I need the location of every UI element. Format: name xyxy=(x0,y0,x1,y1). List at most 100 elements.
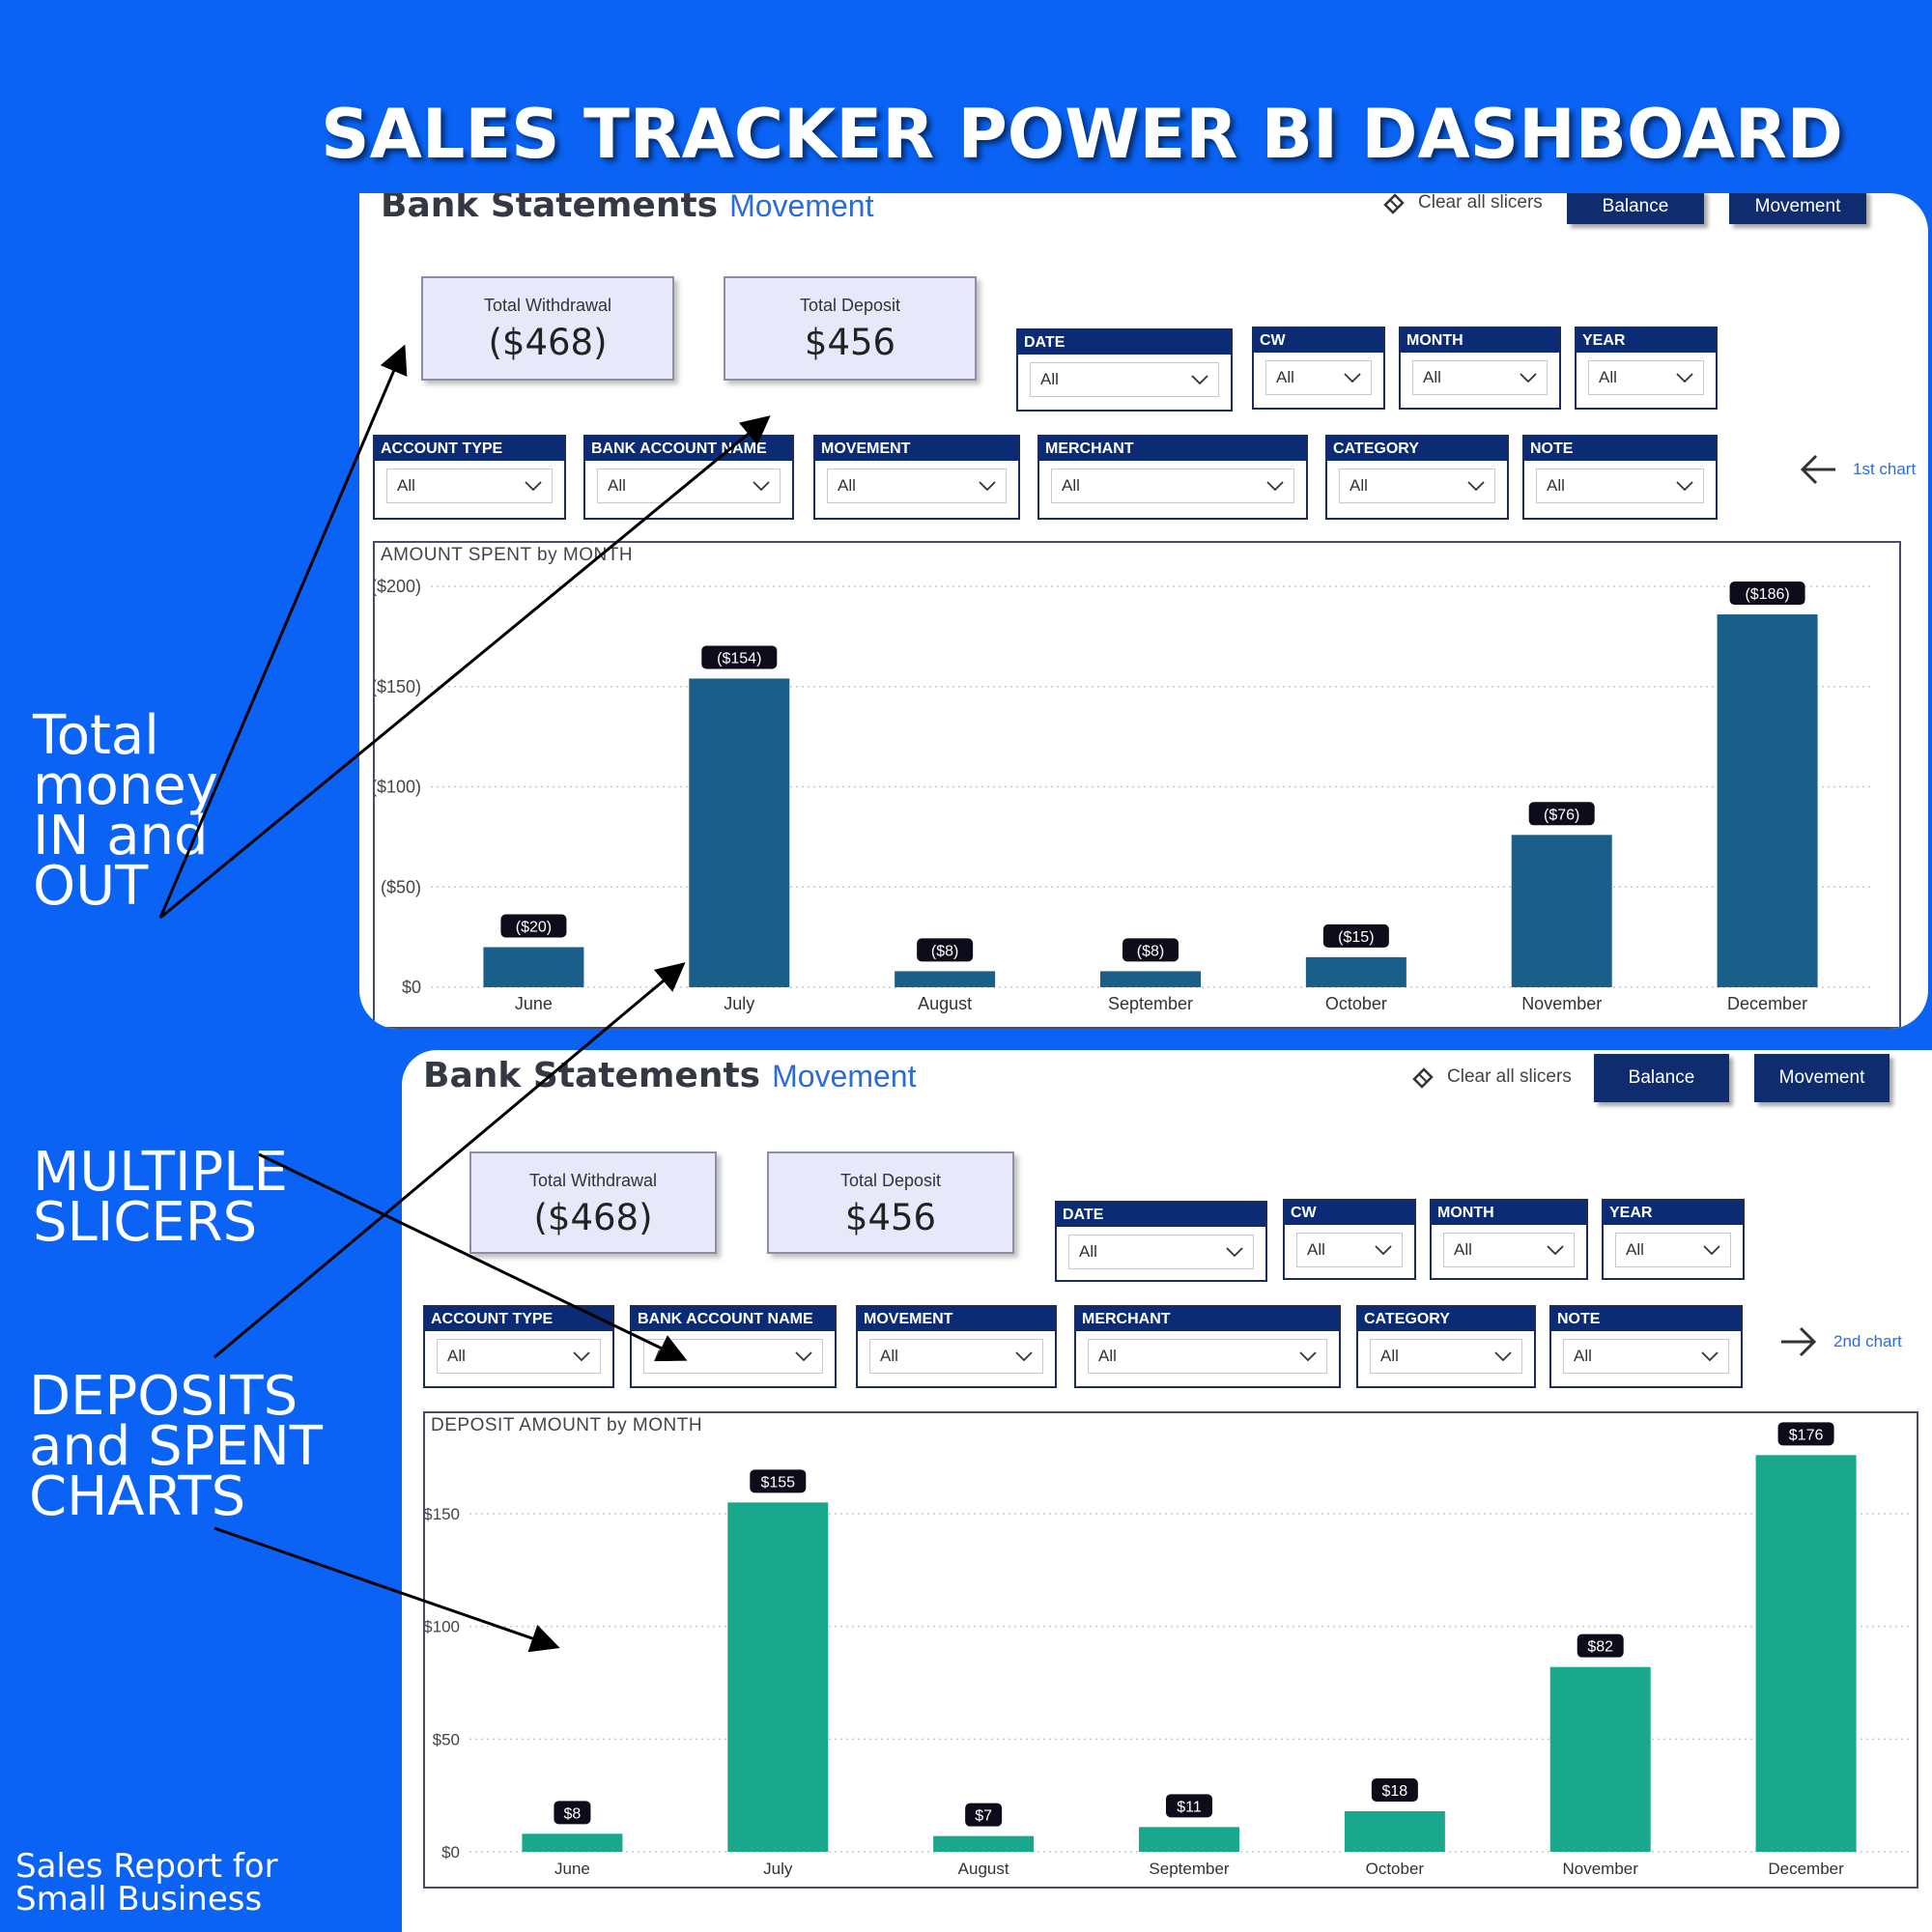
bar xyxy=(522,1833,623,1852)
y-tick-label: $150 xyxy=(425,1505,460,1523)
page-title: SALES TRACKER POWER BI DASHBOARD xyxy=(321,95,1843,174)
slicer-value: All xyxy=(838,476,856,495)
slicer-dropdown[interactable]: All xyxy=(827,469,1007,503)
slicer-dropdown[interactable]: All xyxy=(1563,1339,1729,1374)
balance-button[interactable]: Balance xyxy=(1594,1054,1729,1102)
chart-nav-first[interactable]: 1st chart xyxy=(1799,452,1916,487)
slicer-dropdown[interactable]: All xyxy=(1443,1233,1575,1267)
movement-button[interactable]: Movement xyxy=(1754,1054,1889,1102)
x-tick-label: September xyxy=(1108,994,1193,1013)
kpi-label: Total Withdrawal xyxy=(483,296,612,315)
slicer-dropdown[interactable]: All xyxy=(1370,1339,1522,1374)
chart-nav-second[interactable]: 2nd chart xyxy=(1779,1324,1902,1359)
slicer-label: BANK ACCOUNT NAME xyxy=(585,437,792,461)
slicer-note[interactable]: NOTE All xyxy=(1549,1305,1743,1388)
data-label: $155 xyxy=(760,1474,795,1491)
slicer-value: All xyxy=(1547,476,1565,495)
bar xyxy=(1139,1827,1239,1852)
movement-button[interactable]: Movement xyxy=(1729,193,1866,224)
slicer-value: All xyxy=(1599,368,1617,386)
data-label: ($8) xyxy=(1137,943,1164,959)
slicer-dropdown[interactable]: All xyxy=(1068,1235,1254,1269)
slicer-dropdown[interactable]: All xyxy=(437,1339,601,1374)
bar-chart-spent: $0 ($50) ($100) ($150) ($200) ($20) June ($154)… xyxy=(371,577,1870,1013)
clear-slicers-button[interactable]: Clear all slicers xyxy=(1410,1064,1572,1091)
slicer-year[interactable]: YEAR All xyxy=(1602,1199,1745,1280)
x-tick-label: December xyxy=(1768,1860,1844,1878)
slicer-dropdown[interactable]: All xyxy=(597,469,781,503)
slicer-movement[interactable]: MOVEMENT All xyxy=(856,1305,1057,1388)
slicer-label: MERCHANT xyxy=(1076,1307,1339,1331)
slicer-category[interactable]: CATEGORY All xyxy=(1356,1305,1536,1388)
slicer-value: All xyxy=(880,1347,898,1365)
panel-header: Bank Statements Movement xyxy=(423,1056,916,1095)
slicer-value: All xyxy=(1276,368,1294,386)
bar xyxy=(933,1835,1035,1852)
chevron-down-icon xyxy=(1191,375,1208,385)
slicer-cw[interactable]: CW All xyxy=(1252,327,1385,410)
slicer-cw[interactable]: CW All xyxy=(1283,1199,1416,1280)
slicer-label: YEAR xyxy=(1604,1201,1743,1225)
x-tick-label: June xyxy=(554,1860,590,1878)
clear-slicers-button[interactable]: Clear all slicers xyxy=(1381,193,1543,216)
clear-slicers-label: Clear all slicers xyxy=(1447,1066,1572,1087)
slicer-label: DATE xyxy=(1018,330,1231,355)
slicer-dropdown[interactable]: All xyxy=(1296,1233,1403,1267)
callout-charts-line: DEPOSITS xyxy=(29,1365,298,1428)
slicer-value: All xyxy=(397,476,415,495)
panel-title: Bank Statements xyxy=(423,1056,761,1095)
bar xyxy=(1344,1811,1445,1852)
slicer-dropdown[interactable]: All xyxy=(643,1339,823,1374)
slicer-movement[interactable]: MOVEMENT All xyxy=(813,435,1020,520)
kpi-total-withdrawal: Total Withdrawal ($468) xyxy=(421,276,674,381)
kpi-value: $456 xyxy=(804,322,896,363)
callout-money-line: Total xyxy=(33,704,159,767)
slicer-value: All xyxy=(1626,1240,1644,1259)
slicer-merchant[interactable]: MERCHANT All xyxy=(1074,1305,1341,1388)
slicer-dropdown[interactable]: All xyxy=(1536,469,1704,503)
slicer-month[interactable]: MONTH All xyxy=(1399,327,1561,410)
slicer-bank-account-name[interactable]: BANK ACCOUNT NAME All xyxy=(583,435,794,520)
slicer-dropdown[interactable]: All xyxy=(1265,360,1372,395)
slicer-account-type[interactable]: ACCOUNT TYPE All xyxy=(423,1305,614,1388)
chevron-down-icon xyxy=(1266,481,1284,492)
slicer-dropdown[interactable]: All xyxy=(1088,1339,1327,1374)
data-label: $7 xyxy=(975,1808,992,1825)
bar xyxy=(1305,956,1406,987)
kpi-label: Total Withdrawal xyxy=(528,1171,658,1190)
slicer-note[interactable]: NOTE All xyxy=(1522,435,1718,520)
slicer-category[interactable]: CATEGORY All xyxy=(1325,435,1509,520)
eraser-icon xyxy=(1412,1067,1434,1089)
slicer-label: CATEGORY xyxy=(1327,437,1507,461)
clear-slicers-label: Clear all slicers xyxy=(1418,193,1543,213)
slicer-dropdown[interactable]: All xyxy=(386,469,553,503)
y-tick-label: $50 xyxy=(433,1730,460,1748)
slicer-dropdown[interactable]: All xyxy=(1339,469,1495,503)
slicer-bank-account-name[interactable]: BANK ACCOUNT NAME All xyxy=(630,1305,837,1388)
slicer-account-type[interactable]: ACCOUNT TYPE All xyxy=(373,435,566,520)
balance-button[interactable]: Balance xyxy=(1567,193,1704,224)
chevron-down-icon xyxy=(573,1351,590,1362)
slicer-dropdown[interactable]: All xyxy=(1615,1233,1731,1267)
slicer-month[interactable]: MONTH All xyxy=(1430,1199,1588,1280)
slicer-value: All xyxy=(1380,1347,1399,1365)
chevron-down-icon xyxy=(525,481,542,492)
arrow-right-icon xyxy=(1781,1326,1817,1357)
slicer-year[interactable]: YEAR All xyxy=(1575,327,1718,410)
slicer-dropdown[interactable]: All xyxy=(1588,360,1704,395)
slicer-merchant[interactable]: MERCHANT All xyxy=(1037,435,1308,520)
x-tick-label: July xyxy=(724,994,754,1013)
data-label-bg xyxy=(1322,923,1389,948)
slicer-date[interactable]: DATE All xyxy=(1055,1201,1267,1282)
slicer-dropdown[interactable]: All xyxy=(1412,360,1548,395)
slicer-dropdown[interactable]: All xyxy=(869,1339,1043,1374)
slicer-dropdown[interactable]: All xyxy=(1030,362,1219,397)
slicer-value: All xyxy=(447,1347,466,1365)
chart-nav-label: 1st chart xyxy=(1853,460,1917,478)
slicer-date[interactable]: DATE All xyxy=(1016,328,1233,412)
slicer-dropdown[interactable]: All xyxy=(1051,469,1294,503)
x-tick-label: October xyxy=(1366,1860,1425,1878)
data-label: $11 xyxy=(1177,1799,1202,1815)
data-label-bg xyxy=(554,1801,591,1825)
callout-money: Total money IN and OUT xyxy=(33,704,218,914)
